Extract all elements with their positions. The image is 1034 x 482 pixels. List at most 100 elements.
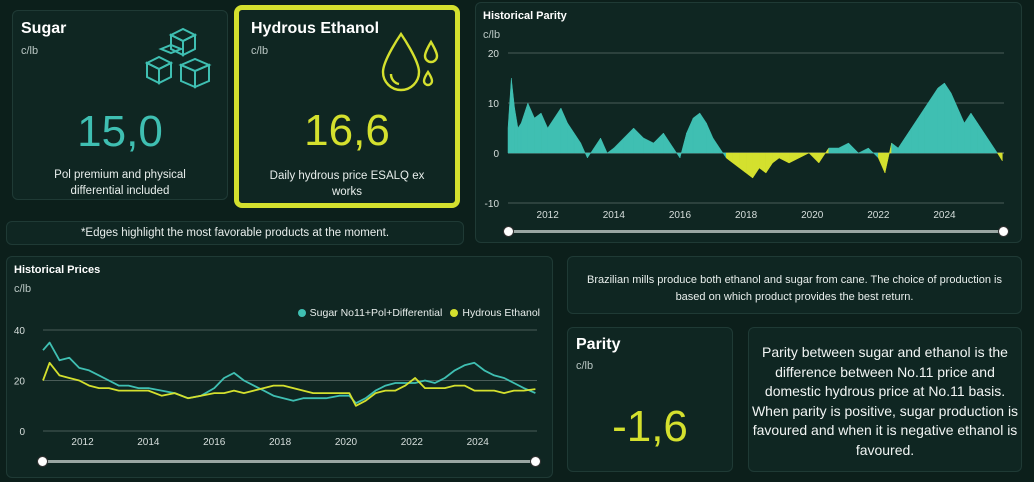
parity-area-segment <box>897 137 906 154</box>
parity-area-segment <box>606 147 615 154</box>
parity-explanation-text: Parity between sugar and ethanol is the … <box>751 344 1019 458</box>
parity-area-segment <box>828 147 839 154</box>
parity-area-segment <box>520 102 529 154</box>
parity-area-segment <box>838 142 849 154</box>
parity-x-tick-label: 2022 <box>867 210 890 221</box>
parity-chart-unit: c/lb <box>483 29 501 41</box>
parity-slider-start-handle[interactable] <box>503 226 514 237</box>
parity-area-segment <box>996 152 1003 162</box>
parity-area-segment <box>917 107 925 154</box>
parity-y-tick-label: -10 <box>485 199 500 210</box>
sugar-cubes-icon <box>144 27 212 89</box>
sugar-description: Pol premium and physical differential in… <box>54 169 186 197</box>
parity-x-tick-label: 2020 <box>801 210 824 221</box>
parity-area-segment <box>878 152 886 174</box>
ethanol-title: Hydrous Ethanol <box>251 20 380 37</box>
prices-x-tick-label: 2022 <box>401 437 424 448</box>
parity-area-segment <box>653 132 664 154</box>
prices-series-sugar-line <box>42 341 536 405</box>
parity-area-segment <box>725 152 734 164</box>
parity-area-segment <box>554 107 562 154</box>
parity-chart-panel: Historical Parity c/lb 20 10 0 -10 2012 2014 2… <box>475 2 1022 243</box>
parity-x-tick-label: 2018 <box>735 210 758 221</box>
parity-area-segment <box>580 142 588 159</box>
info-panel: Brazilian mills produce both ethanol and… <box>567 256 1022 314</box>
parity-area-segment <box>623 127 634 154</box>
parity-explanation-panel: Parity between sugar and ethanol is the … <box>748 327 1022 472</box>
prices-slider-end-handle[interactable] <box>530 456 541 467</box>
parity-area-segment <box>692 112 701 154</box>
ethanol-unit: c/lb <box>251 45 269 57</box>
parity-area-segment <box>884 142 892 174</box>
parity-chart-title: Historical Parity <box>483 10 567 22</box>
parity-area-segment <box>957 107 965 154</box>
parity-x-tick-label: 2012 <box>537 210 560 221</box>
parity-area-segment <box>663 132 674 154</box>
parity-area-segment <box>904 127 912 154</box>
parity-area-segment <box>964 112 972 154</box>
prices-chart: 40 20 0 2012 2014 2016 2018 2020 2022 2024 <box>14 326 537 448</box>
parity-unit: c/lb <box>576 360 594 372</box>
parity-area-segment <box>944 82 952 154</box>
prices-slider-start-handle[interactable] <box>37 456 48 467</box>
info-text: Brazilian mills produce both ethanol and… <box>587 274 1002 303</box>
parity-x-tick-label: 2016 <box>669 210 692 221</box>
parity-area-segment <box>983 132 992 154</box>
prices-range-slider[interactable] <box>43 460 537 463</box>
parity-area-segment <box>848 142 860 154</box>
parity-area-segment <box>858 147 869 154</box>
parity-area-segment <box>772 152 780 164</box>
parity-range-slider[interactable] <box>508 230 1004 233</box>
parity-card: Parity c/lb -1,6 <box>567 327 733 472</box>
prices-x-tick-label: 2014 <box>137 437 160 448</box>
ethanol-value: 16,6 <box>304 106 390 155</box>
parity-area-segment <box>534 112 542 154</box>
parity-area-segment <box>798 152 810 159</box>
parity-area-segment <box>643 137 654 154</box>
parity-area-segment <box>679 132 687 159</box>
parity-area-segment <box>706 122 714 154</box>
parity-area-segment <box>712 137 720 154</box>
parity-area-segment <box>950 92 958 154</box>
prices-y-tick-label: 20 <box>14 377 26 388</box>
parity-area-segment <box>818 147 829 164</box>
legend-sugar-marker <box>297 309 306 317</box>
parity-y-tick-label: 10 <box>488 99 500 110</box>
parity-area-segment <box>990 142 998 154</box>
sugar-unit: c/lb <box>21 45 39 57</box>
parity-area-segment <box>613 137 624 154</box>
parity-area-segment <box>600 137 608 154</box>
parity-slider-end-handle[interactable] <box>998 226 1009 237</box>
prices-x-tick-label: 2016 <box>203 437 226 448</box>
ethanol-card: Hydrous Ethanol c/lb 16,6 Daily hydrous … <box>234 5 460 208</box>
legend-sugar-label: Sugar No11+Pol+Differential <box>309 307 443 319</box>
parity-area-segment <box>937 82 945 154</box>
parity-area-segment <box>752 152 760 179</box>
sugar-value: 15,0 <box>77 107 163 156</box>
sugar-title: Sugar <box>21 20 67 37</box>
parity-area-segment <box>633 127 644 154</box>
parity-area-segment <box>931 87 939 154</box>
parity-area-segment <box>507 77 512 154</box>
parity-area-segment <box>911 117 919 154</box>
parity-area-segment <box>745 152 753 179</box>
parity-area-segment <box>778 152 790 164</box>
parity-area-segment <box>560 107 568 154</box>
parity-area-segment <box>587 147 595 159</box>
parity-area-segment <box>514 107 519 154</box>
parity-area-segment <box>970 112 978 154</box>
note-text: *Edges highlight the most favorable prod… <box>80 227 390 239</box>
note-bar: *Edges highlight the most favorable prod… <box>6 221 464 245</box>
prices-x-tick-label: 2018 <box>269 437 292 448</box>
legend-ethanol-label: Hydrous Ethanol <box>462 307 540 319</box>
prices-legend: Sugar No11+Pol+Differential Hydrous Etha… <box>297 307 540 319</box>
parity-area-segment <box>765 152 773 174</box>
parity-area-segment <box>788 152 800 164</box>
parity-area-segment <box>567 122 575 154</box>
parity-area-segment <box>977 122 985 154</box>
parity-y-tick-label: 20 <box>488 49 500 60</box>
parity-area-segment <box>891 142 899 154</box>
parity-area-segment <box>673 147 681 159</box>
parity-area-segment <box>593 137 601 154</box>
parity-title: Parity <box>576 336 621 353</box>
